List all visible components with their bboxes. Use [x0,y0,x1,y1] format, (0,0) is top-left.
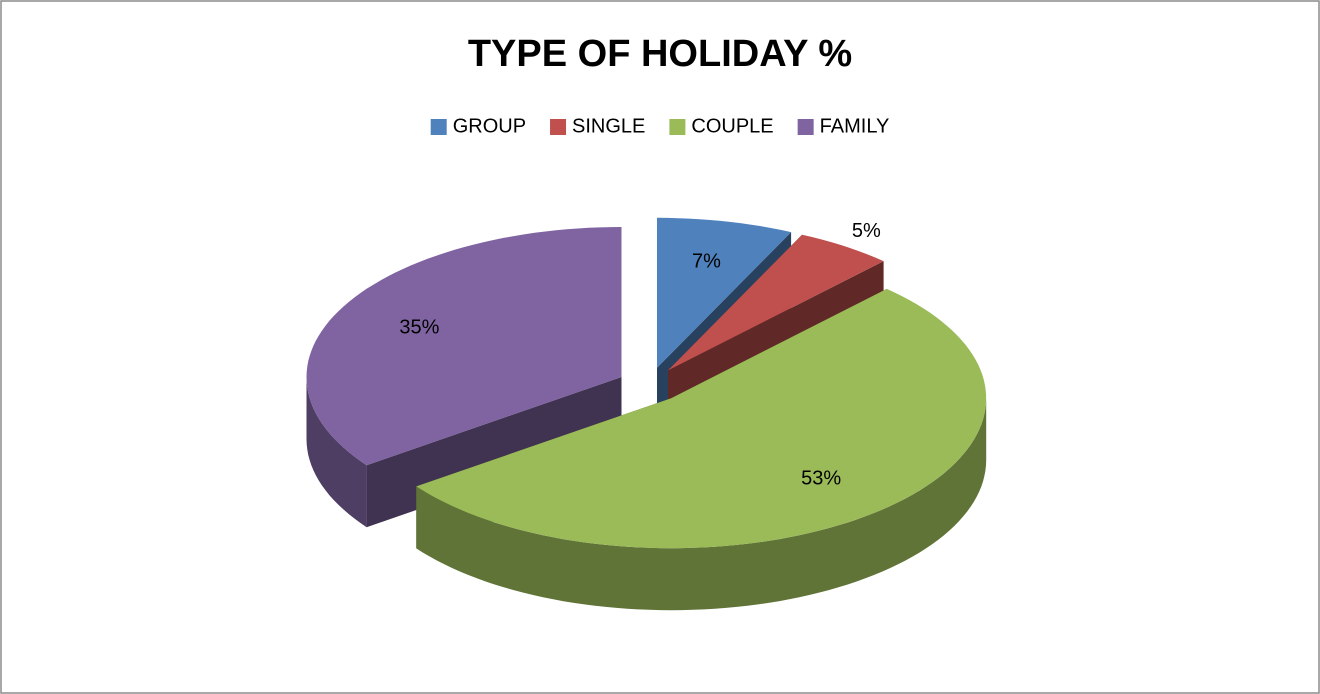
slice [416,288,987,611]
data-label: 7% [692,251,721,273]
legend-swatch [550,119,567,135]
data-label: 5% [852,220,881,242]
slice [657,217,792,368]
legend-item: GROUP [430,115,526,137]
slice [668,234,884,371]
slice [306,227,622,466]
legend-item: FAMILY [797,115,890,137]
slice [416,288,987,549]
slice-rim [306,377,367,528]
legend-item: COUPLE [669,115,774,137]
legend-swatch [797,119,814,135]
legend-label: COUPLE [691,115,773,137]
legend-swatch [669,119,686,135]
data-label: 35% [399,316,439,338]
chart-title: TYPE OF HOLIDAY % [468,33,852,75]
legend-swatch [430,119,447,135]
legend-label: GROUP [453,115,526,137]
slice-rim [416,398,987,611]
legend-label: FAMILY [820,115,890,137]
legend-label: SINGLE [572,115,645,137]
data-label: 53% [801,467,841,489]
legend-item: SINGLE [550,115,645,137]
